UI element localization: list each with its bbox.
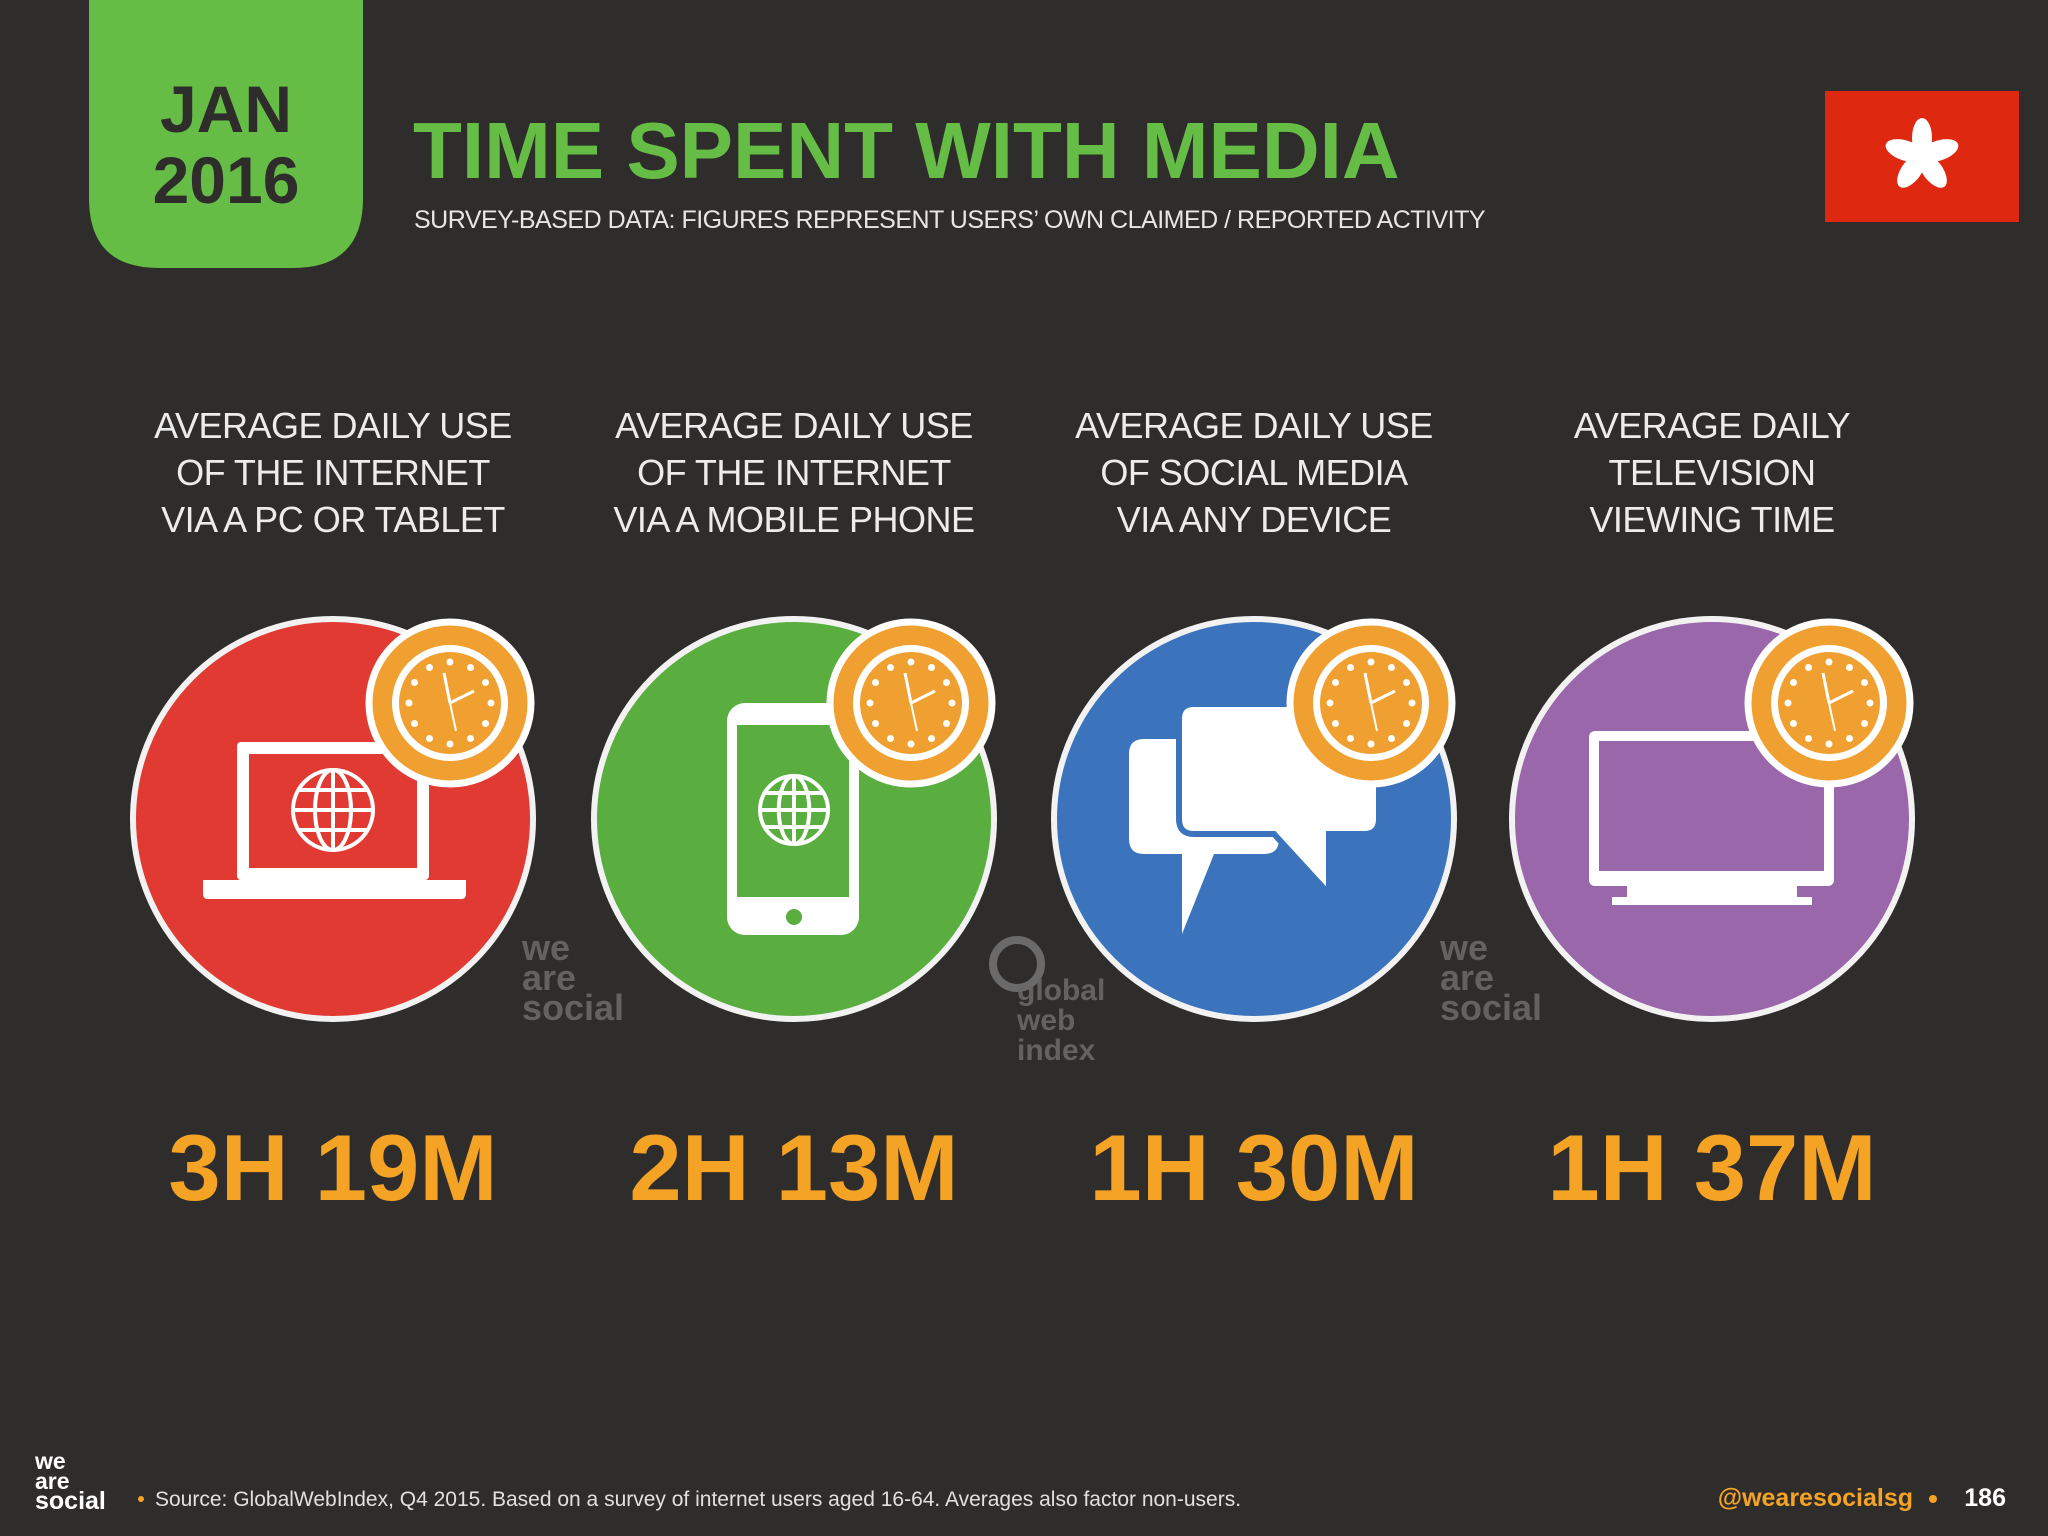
watermark-line: we [1439,927,1488,968]
item-value: 3H 19M [168,1115,497,1220]
flag [1825,91,2019,222]
item-value: 1H 30M [1089,1115,1418,1220]
watermark-line: social [1440,987,1542,1028]
watermark-line: social [522,987,624,1028]
item-label: VIEWING TIME [1589,499,1834,540]
item-column: AVERAGE DAILY TELEVISION VIEWING TIME 1H 37… [1509,405,1915,1220]
footer-dot [138,1496,144,1502]
item-label: AVERAGE DAILY USE [154,405,512,446]
item-icon [591,616,997,1022]
footer-handle: @wearesocialsg [1718,1484,1913,1512]
item-icon [1051,616,1457,1022]
title: TIME SPENT WITH MEDIA [413,106,1400,195]
item-label: VIA A MOBILE PHONE [613,499,974,540]
watermark-line: we [521,927,570,968]
watermark-line: web [1016,1004,1075,1037]
item-label: TELEVISION [1608,452,1815,493]
item-label: OF THE INTERNET [176,452,490,493]
footer-source: Source: GlobalWebIndex, Q4 2015. Based o… [155,1488,1241,1511]
item-label: AVERAGE DAILY USE [1075,405,1433,446]
date-month: JAN [160,72,292,146]
item-value: 1H 37M [1547,1115,1876,1220]
watermark-line: are [1440,957,1494,998]
watermark-line: index [1017,1034,1096,1067]
item-label: VIA ANY DEVICE [1117,499,1391,540]
item-label: AVERAGE DAILY [1574,405,1851,446]
item-label: VIA A PC OR TABLET [161,499,505,540]
footer-dot [1929,1495,1937,1503]
watermark-line: are [522,957,576,998]
item-label: OF THE INTERNET [637,452,951,493]
item-label: AVERAGE DAILY USE [615,405,973,446]
item-label: OF SOCIAL MEDIA [1100,452,1408,493]
item-icon [1509,616,1915,1022]
watermark-icon [989,936,1045,992]
page-number: 186 [1964,1484,2006,1512]
subtitle: SURVEY-BASED DATA: FIGURES REPRESENT USE… [414,206,1486,234]
date-tab [89,0,363,268]
logo-line: we [34,1448,66,1474]
item-column: AVERAGE DAILY USE OF THE INTERNET VIA A PC… [130,405,536,1220]
logo-line: social [35,1487,106,1515]
date-year: 2016 [153,143,300,217]
item-column: AVERAGE DAILY USE OF SOCIAL MEDIA VIA ANY … [1051,405,1457,1220]
item-icon [130,616,536,1022]
watermark-line: global [1017,974,1105,1007]
logo-line: are [35,1468,70,1494]
item-value: 2H 13M [629,1115,958,1220]
item-column: AVERAGE DAILY USE OF THE INTERNET VIA A MO… [591,405,997,1220]
